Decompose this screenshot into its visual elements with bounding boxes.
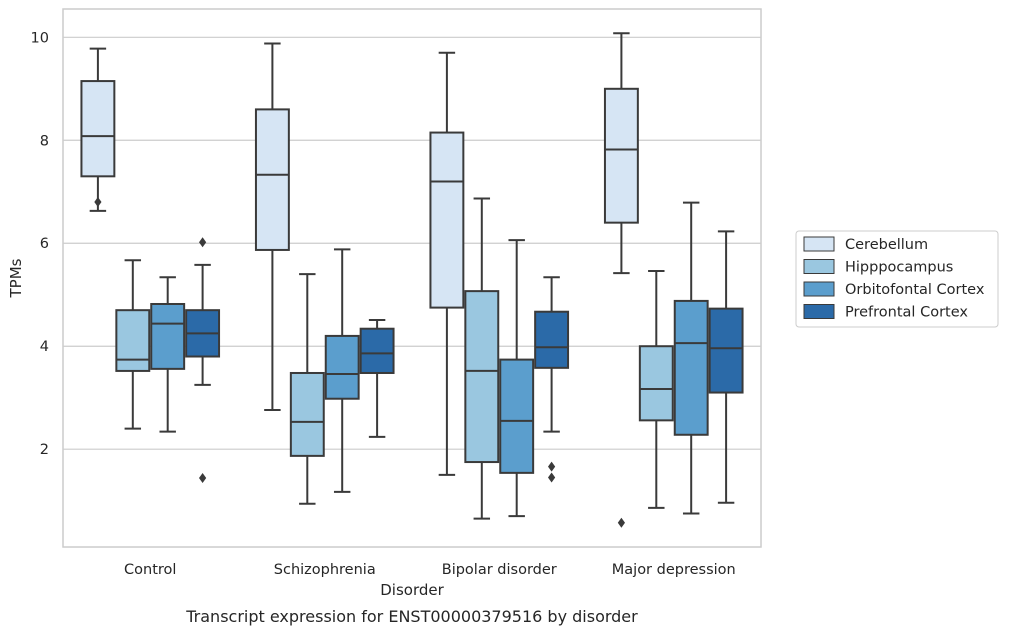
box-prefrontal-cortex bbox=[359, 318, 395, 438]
x-tick-label: Major depression bbox=[612, 562, 736, 578]
x-axis-label: Disorder bbox=[380, 581, 444, 599]
box-body bbox=[603, 87, 639, 224]
chart-caption: Transcript expression for ENST0000037951… bbox=[185, 607, 638, 626]
x-tick-label: Control bbox=[124, 562, 176, 578]
box-orbitofontal-cortex bbox=[673, 201, 709, 515]
box-body bbox=[464, 290, 500, 464]
box-orbitofontal-cortex bbox=[150, 276, 186, 433]
box-hipppocampus bbox=[464, 197, 500, 520]
outlier-point bbox=[199, 237, 207, 248]
y-tick-label: 4 bbox=[40, 339, 49, 355]
legend-label: Hipppocampus bbox=[845, 260, 953, 276]
box-body bbox=[429, 131, 465, 309]
box-orbitofontal-cortex bbox=[324, 248, 360, 493]
legend-swatch bbox=[803, 236, 835, 252]
y-axis-label: TPMs bbox=[7, 258, 25, 298]
box-body bbox=[150, 302, 186, 370]
box-body bbox=[80, 80, 116, 178]
plot-area bbox=[63, 9, 761, 547]
box-orbitofontal-cortex bbox=[499, 239, 535, 518]
box-cerebellum bbox=[429, 51, 465, 476]
box-body bbox=[638, 345, 674, 422]
x-tick-label: Schizophrenia bbox=[274, 562, 376, 578]
box-hipppocampus bbox=[289, 273, 325, 505]
legend-swatch bbox=[803, 259, 835, 274]
y-tick-label: 8 bbox=[40, 133, 49, 149]
box-hipppocampus bbox=[638, 270, 674, 509]
box-body bbox=[324, 334, 360, 400]
y-tick-label: 2 bbox=[40, 442, 49, 458]
legend: Cerebellum Hipppocampus Orbitofontal Corte… bbox=[795, 230, 999, 328]
box-cerebellum bbox=[254, 42, 290, 412]
x-axis-ticks: Control Schizophrenia Bipolar disorder Majo… bbox=[124, 562, 736, 578]
plot-frame bbox=[62, 8, 762, 548]
box-body bbox=[708, 307, 744, 394]
box-body bbox=[254, 108, 290, 251]
y-axis-ticks: 2 4 6 8 10 bbox=[31, 30, 49, 458]
box-body bbox=[359, 327, 395, 374]
box-body bbox=[534, 310, 570, 369]
outlier-point bbox=[548, 472, 556, 483]
box-body bbox=[289, 371, 325, 457]
outlier-point bbox=[94, 197, 102, 208]
legend-label: Orbitofontal Cortex bbox=[845, 282, 985, 298]
outlier-point bbox=[617, 517, 625, 528]
y-tick-label: 6 bbox=[40, 236, 49, 252]
legend-swatch bbox=[803, 281, 835, 297]
box-prefrontal-cortex bbox=[185, 237, 221, 484]
outlier-point bbox=[548, 461, 556, 472]
legend-label: Prefrontal Cortex bbox=[845, 305, 968, 321]
box-hipppocampus bbox=[115, 259, 151, 430]
legend-label: Cerebellum bbox=[845, 237, 928, 253]
x-tick-label: Bipolar disorder bbox=[442, 562, 557, 578]
box-body bbox=[115, 309, 151, 372]
legend-swatch bbox=[803, 304, 835, 319]
box-body bbox=[499, 358, 535, 474]
box-cerebellum bbox=[603, 32, 639, 528]
box-prefrontal-cortex bbox=[534, 276, 570, 483]
box-cerebellum bbox=[80, 47, 116, 212]
box-prefrontal-cortex bbox=[708, 230, 744, 504]
outlier-point bbox=[199, 473, 207, 484]
box-plots bbox=[80, 32, 744, 528]
y-tick-label: 10 bbox=[31, 30, 49, 46]
box-body bbox=[673, 299, 709, 436]
legend-frame bbox=[795, 230, 999, 328]
